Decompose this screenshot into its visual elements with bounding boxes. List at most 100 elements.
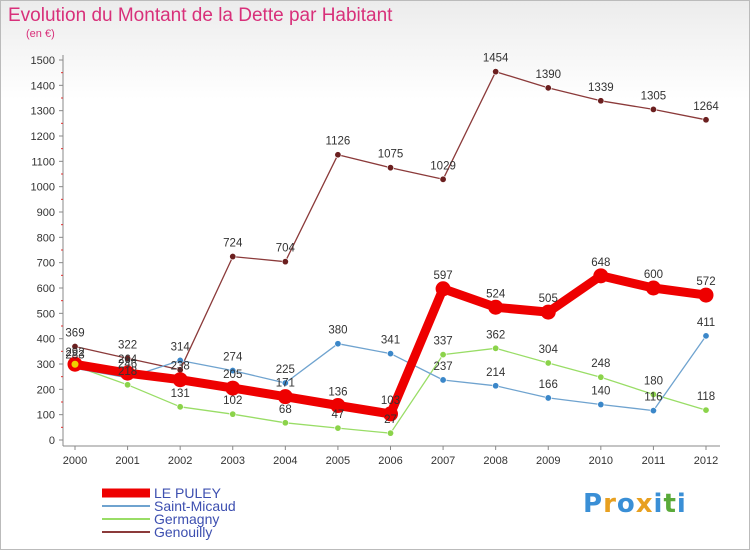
data-point [649, 105, 657, 113]
chart-data-points [67, 68, 714, 437]
data-point [229, 367, 237, 375]
data-label: 1075 [378, 149, 404, 161]
legend-label: Saint-Micaud [154, 498, 236, 514]
logo-letter: i [676, 489, 687, 519]
data-point [702, 406, 710, 414]
data-point [124, 381, 132, 389]
y-tick-label: 1200 [31, 131, 55, 143]
data-point [645, 280, 661, 296]
y-tick-label: 600 [37, 283, 55, 295]
data-label: 118 [697, 391, 715, 403]
data-label: 724 [223, 238, 243, 250]
data-label: 1390 [535, 69, 561, 81]
x-tick-label: 2001 [115, 455, 139, 467]
data-label: 1305 [641, 90, 667, 102]
x-tick-label: 2005 [326, 455, 350, 467]
legend-label: Germagny [154, 511, 219, 527]
series-line-3 [74, 71, 707, 371]
data-label: 304 [539, 344, 559, 356]
y-tick-label: 200 [37, 384, 55, 396]
data-point-highlight [71, 360, 79, 368]
data-label: 103 [381, 395, 400, 407]
data-label: 597 [433, 270, 452, 282]
data-point [386, 429, 394, 437]
data-point [386, 164, 394, 172]
data-label: 238 [171, 361, 190, 373]
data-point [439, 376, 447, 384]
data-point [277, 389, 293, 405]
data-label: 102 [223, 395, 242, 407]
data-point [649, 407, 657, 415]
data-label: 205 [223, 369, 242, 381]
data-point [176, 356, 184, 364]
data-label: 68 [279, 404, 292, 416]
data-label: 1264 [693, 101, 719, 113]
y-tick-label: 800 [37, 232, 55, 244]
data-point [597, 373, 605, 381]
y-tick-label: 400 [37, 334, 55, 346]
chart-title: Evolution du Montant de la Dette par Hab… [8, 5, 393, 26]
x-tick-label: 2003 [221, 455, 245, 467]
logo-letter: t [663, 489, 677, 519]
data-point [544, 359, 552, 367]
data-point [229, 410, 237, 418]
y-tick-label: 1300 [31, 106, 55, 118]
data-label: 505 [539, 293, 558, 305]
data-label: 1454 [483, 53, 509, 65]
data-point [649, 390, 657, 398]
data-point [439, 351, 447, 359]
chart-series-lines [70, 71, 711, 434]
data-label: 218 [118, 366, 137, 378]
x-tick-label: 2009 [536, 455, 560, 467]
data-point [435, 281, 451, 297]
data-point [176, 403, 184, 411]
data-label: 411 [697, 317, 715, 329]
data-label: 136 [328, 387, 347, 399]
data-label: 341 [381, 335, 400, 347]
legend-label: LE PULEY [154, 485, 222, 501]
data-point [281, 419, 289, 427]
data-point [330, 398, 346, 414]
y-tick-label: 100 [37, 410, 55, 422]
data-label: 140 [591, 386, 610, 398]
data-label: 116 [644, 392, 662, 404]
data-point [492, 344, 500, 352]
data-point [281, 379, 289, 387]
data-point [172, 372, 188, 388]
data-label: 1126 [326, 136, 351, 148]
data-label: 237 [433, 361, 452, 373]
data-point [544, 394, 552, 402]
data-label: 314 [171, 341, 191, 353]
data-label: 704 [276, 243, 296, 255]
data-label: 572 [696, 276, 715, 288]
data-label: 283 [65, 349, 84, 361]
data-point [334, 151, 342, 159]
data-label: 171 [276, 378, 295, 390]
data-label: 225 [276, 364, 295, 376]
data-point [702, 332, 710, 340]
data-label: 1029 [430, 160, 456, 172]
data-label: 246 [118, 359, 137, 371]
data-point [488, 299, 504, 315]
logo-letter: o [616, 489, 636, 519]
logo-letter: P [583, 489, 604, 519]
data-label: 292 [65, 347, 84, 359]
data-label: 369 [65, 328, 84, 340]
x-tick-label: 2000 [63, 455, 87, 467]
data-point [540, 304, 556, 320]
data-label: 322 [118, 339, 137, 351]
data-label: 362 [486, 329, 505, 341]
data-point [225, 380, 241, 396]
y-tick-label: 500 [37, 308, 55, 320]
data-point [120, 365, 136, 381]
x-tick-label: 2011 [642, 455, 666, 467]
data-point [492, 382, 500, 390]
data-point [593, 268, 609, 284]
data-point [439, 175, 447, 183]
data-point [281, 258, 289, 266]
data-label: 274 [223, 352, 243, 364]
x-tick-label: 2007 [431, 455, 455, 467]
data-label: 524 [486, 288, 506, 300]
data-point [383, 406, 398, 422]
x-tick-label: 2010 [589, 455, 613, 467]
